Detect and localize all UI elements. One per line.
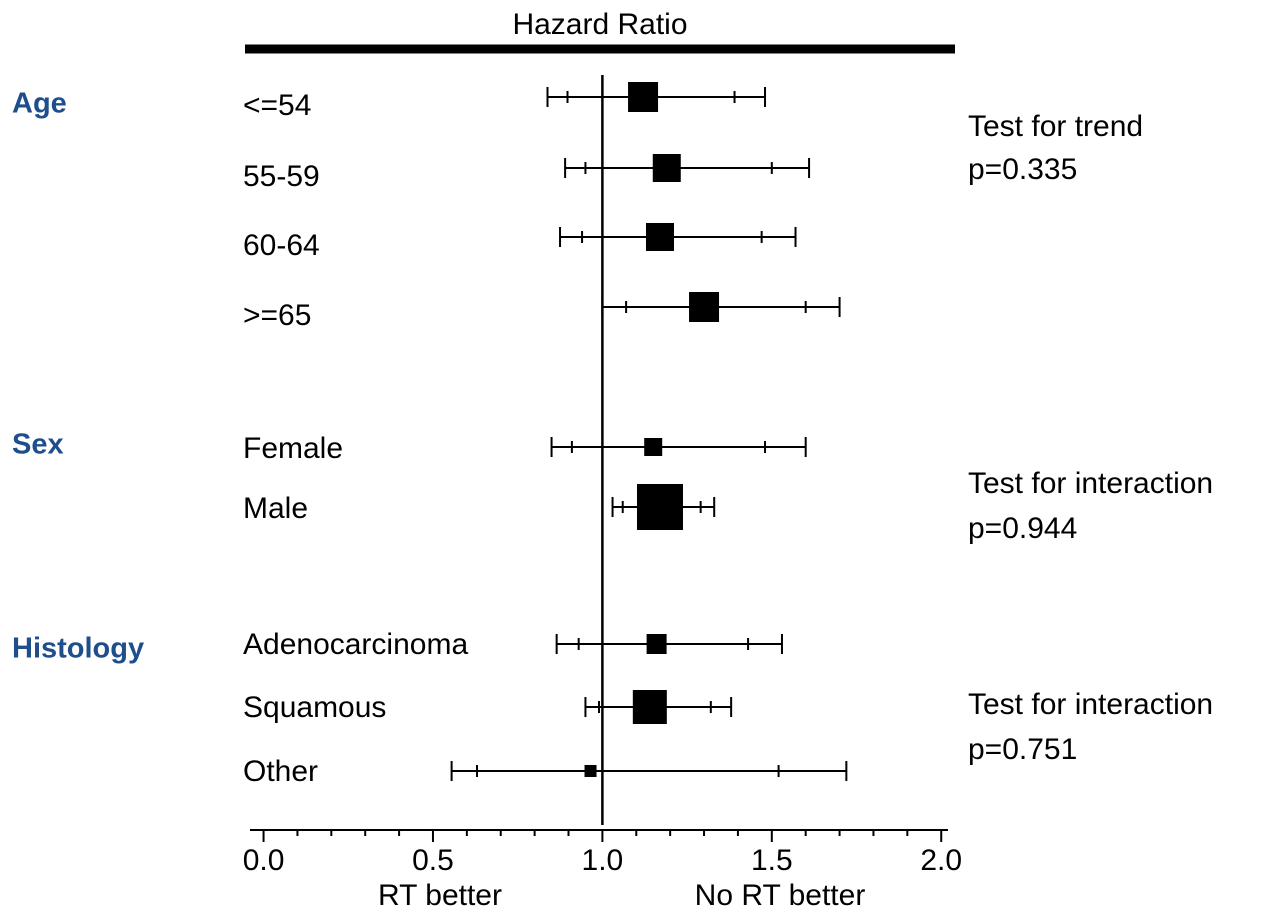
row-label: 55-59 bbox=[243, 160, 320, 193]
estimate-box bbox=[628, 82, 659, 112]
estimate-box bbox=[652, 154, 681, 182]
estimate-box bbox=[645, 223, 674, 251]
estimate-box bbox=[636, 484, 683, 530]
x-tick-label: 1.5 bbox=[751, 844, 793, 877]
test-label: Test for interaction bbox=[968, 467, 1213, 500]
row-label: Female bbox=[243, 432, 343, 465]
row-label: Other bbox=[243, 755, 318, 788]
test-label: p=0.944 bbox=[968, 512, 1077, 545]
estimate-box bbox=[689, 292, 720, 322]
test-label: p=0.335 bbox=[968, 153, 1077, 186]
x-tick-label: 0.0 bbox=[243, 844, 285, 877]
row-label: Male bbox=[243, 492, 308, 525]
row-label: <=54 bbox=[243, 89, 311, 122]
test-label: Test for interaction bbox=[968, 688, 1213, 721]
x-tick-label: 0.5 bbox=[412, 844, 454, 877]
test-label: p=0.751 bbox=[968, 733, 1077, 766]
row-label: >=65 bbox=[243, 299, 311, 332]
x-tick-label: 2.0 bbox=[920, 844, 962, 877]
x-tick-label: 1.0 bbox=[582, 844, 624, 877]
group-label: Age bbox=[12, 88, 67, 120]
group-label: Sex bbox=[12, 429, 64, 461]
estimate-box bbox=[644, 438, 663, 456]
test-label: Test for trend bbox=[968, 110, 1143, 143]
estimate-box bbox=[584, 765, 597, 777]
direction-label: RT better bbox=[378, 879, 502, 912]
row-label: Adenocarcinoma bbox=[243, 628, 468, 661]
row-label: 60-64 bbox=[243, 229, 320, 262]
group-label: Histology bbox=[12, 633, 144, 665]
estimate-box bbox=[632, 690, 667, 724]
estimate-box bbox=[646, 634, 667, 654]
chart-title: Hazard Ratio bbox=[512, 8, 687, 41]
direction-label: No RT better bbox=[695, 879, 866, 912]
row-label: Squamous bbox=[243, 691, 386, 724]
